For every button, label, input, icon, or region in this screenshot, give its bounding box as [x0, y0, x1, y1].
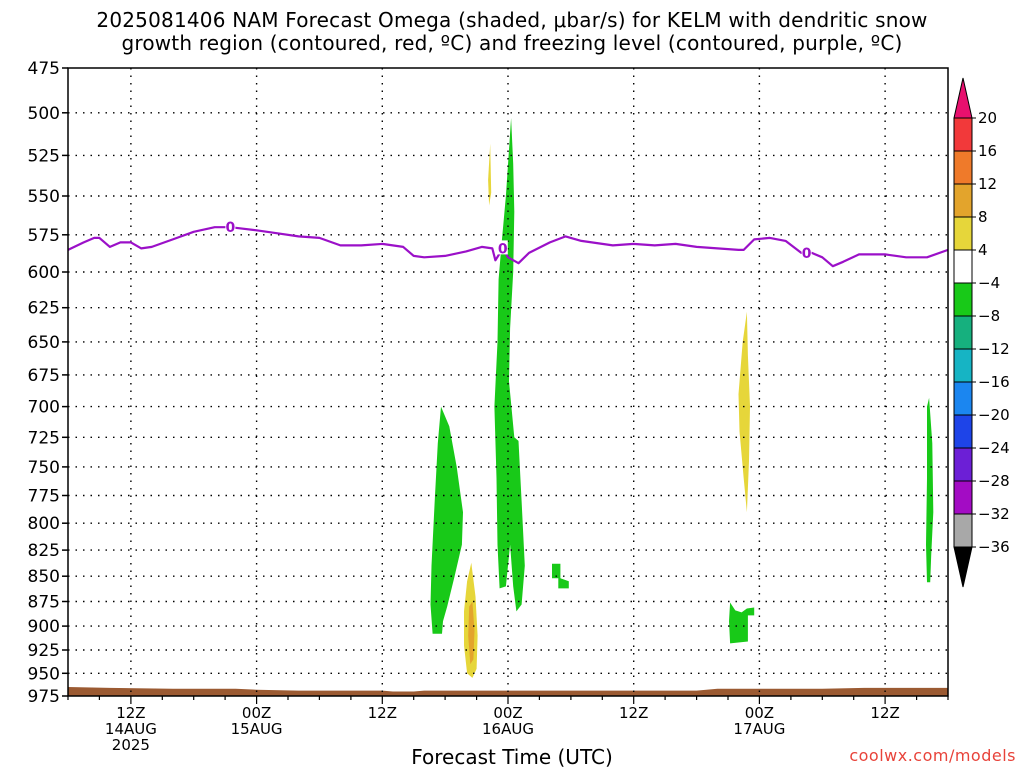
y-axis: 475 500 525 550 575 600 625 650 675 700 725 750 775 8… — [28, 59, 68, 707]
x-tick-label-78-0: 12Z — [870, 704, 899, 722]
omega-region-1 — [494, 118, 525, 612]
x-tick-label-42-1: 16AUG — [482, 720, 534, 738]
colorbar-box-13 — [953, 513, 973, 548]
colorbar-box-7 — [953, 315, 973, 350]
colorbar-box-6 — [953, 282, 973, 317]
y-tick-label-825: 825 — [28, 541, 60, 561]
credit-link[interactable]: coolwx.com/models — [849, 746, 1016, 765]
omega-region-8 — [468, 601, 475, 665]
x-tick-label-42-0: 00Z — [493, 704, 522, 722]
colorbar-label-9: −20 — [978, 406, 1010, 424]
omega-region-6 — [738, 311, 750, 513]
y-tick-label-500: 500 — [28, 104, 60, 124]
freezing-level-label: 0 — [498, 241, 508, 257]
omega-region-2 — [552, 563, 569, 589]
chart-title-line-2: growth region (contoured, red, ºC) and f… — [121, 31, 903, 55]
y-tick-label-525: 525 — [28, 146, 60, 166]
y-tick-label-600: 600 — [28, 263, 60, 283]
y-tick-label-950: 950 — [28, 664, 60, 684]
colorbar-box-9 — [953, 381, 973, 416]
colorbar-label-7: −12 — [978, 340, 1010, 358]
y-tick-label-725: 725 — [28, 428, 60, 448]
colorbar-box-8 — [953, 348, 973, 383]
omega-region-5 — [488, 143, 492, 206]
y-tick-label-675: 675 — [28, 366, 60, 386]
y-tick-label-850: 850 — [28, 567, 60, 587]
colorbar-box-5 — [953, 249, 973, 284]
omega-shading — [430, 118, 934, 678]
freezing-level-label: 0 — [802, 246, 812, 262]
colorbar-label-11: −28 — [978, 472, 1010, 490]
x-tick-label-6-2: 2025 — [112, 736, 150, 754]
x-tick-label-18-0: 00Z — [242, 704, 271, 722]
freezing-level-label: 0 — [226, 220, 236, 236]
colorbar-bottom-arrow — [953, 546, 973, 588]
colorbar-label-10: −24 — [978, 439, 1010, 457]
x-tick-label-6-0: 12Z — [116, 704, 145, 722]
y-tick-label-625: 625 — [28, 299, 60, 319]
colorbar-box-4 — [953, 216, 973, 251]
colorbar-label-4: 4 — [978, 241, 988, 259]
colorbar-box-12 — [953, 480, 973, 515]
colorbar-box-1 — [953, 117, 973, 152]
x-tick-label-54-0: 12Z — [619, 704, 648, 722]
colorbar-box-3 — [953, 183, 973, 218]
freezing-label-bg-2 — [801, 244, 812, 259]
x-tick-label-66-1: 17AUG — [733, 720, 785, 738]
colorbar-label-0: 20 — [978, 109, 997, 127]
x-tick-label-66-0: 00Z — [745, 704, 774, 722]
freezing-level-layer: 0 0 0 — [67, 219, 949, 268]
omega-region-4 — [926, 397, 934, 583]
x-tick-label-18-1: 15AUG — [231, 720, 283, 738]
y-tick-label-475: 475 — [28, 59, 60, 79]
x-axis-title: Forecast Time (UTC) — [411, 745, 613, 769]
colorbar-box-11 — [953, 447, 973, 482]
y-tick-label-700: 700 — [28, 398, 60, 418]
y-tick-label-550: 550 — [28, 187, 60, 207]
y-tick-label-775: 775 — [28, 487, 60, 507]
x-tick-label-6-1: 14AUG — [105, 720, 157, 738]
chart-title-line-1: 2025081406 NAM Forecast Omega (shaded, μ… — [96, 8, 928, 32]
colorbar-top-arrow — [953, 77, 973, 119]
colorbar-label-2: 12 — [978, 175, 997, 193]
colorbar-label-5: −4 — [978, 274, 1000, 292]
omega-region-0 — [430, 406, 463, 634]
y-tick-label-575: 575 — [28, 226, 60, 246]
y-tick-label-925: 925 — [28, 641, 60, 661]
colorbar-label-3: 8 — [978, 208, 988, 226]
colorbar-label-8: −16 — [978, 373, 1010, 391]
colorbar: 20 16 12 8 4 −4 −8 −12 −16 −20 −24 −28 −32 −36 — [953, 77, 1010, 588]
x-tick-label-30-0: 12Z — [368, 704, 397, 722]
colorbar-box-10 — [953, 414, 973, 449]
colorbar-box-2 — [953, 150, 973, 185]
colorbar-label-13: −36 — [978, 538, 1010, 556]
freezing-label-bg-1 — [497, 240, 508, 255]
y-tick-label-800: 800 — [28, 514, 60, 534]
y-tick-label-750: 750 — [28, 458, 60, 478]
y-tick-label-900: 900 — [28, 617, 60, 637]
y-tick-label-875: 875 — [28, 593, 60, 613]
freezing-label-bg-0 — [225, 219, 236, 234]
colorbar-label-1: 16 — [978, 142, 997, 160]
y-tick-label-650: 650 — [28, 333, 60, 353]
colorbar-label-6: −8 — [978, 307, 1000, 325]
y-tick-label-975: 975 — [28, 687, 60, 707]
omega-region-3 — [729, 602, 755, 644]
colorbar-label-12: −32 — [978, 505, 1010, 523]
